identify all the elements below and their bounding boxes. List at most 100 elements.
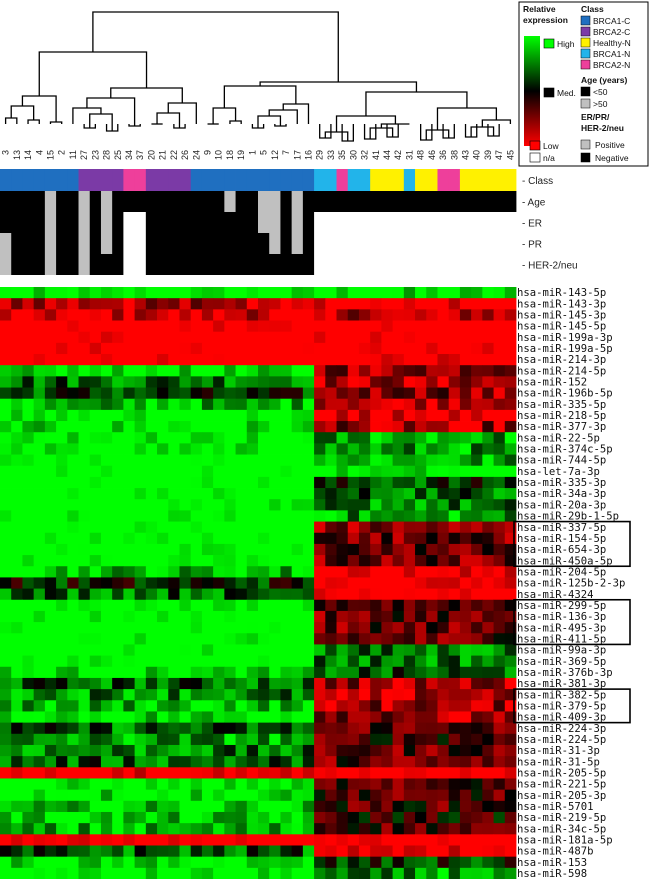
track-cell-class xyxy=(56,169,68,191)
heatmap-cell xyxy=(78,521,91,534)
heatmap-cell xyxy=(145,744,158,757)
heatmap-cell xyxy=(336,365,349,377)
heatmap-cell xyxy=(459,287,472,299)
heatmap-cell xyxy=(358,320,371,333)
heatmap-cell xyxy=(392,465,405,478)
heatmap-cell xyxy=(291,443,304,455)
heatmap-cell xyxy=(168,789,180,802)
heatmap-cell xyxy=(504,465,517,478)
heatmap-cell xyxy=(168,532,180,545)
heatmap-cell xyxy=(302,856,315,869)
heatmap-cell xyxy=(100,610,113,623)
heatmap-cell xyxy=(179,599,192,612)
heatmap-cell xyxy=(11,811,23,824)
heatmap-cell xyxy=(482,610,494,623)
heatmap-cell xyxy=(269,666,281,679)
heatmap-cell xyxy=(358,733,371,746)
heatmap-cell xyxy=(403,387,416,400)
sample-label: 40 xyxy=(472,150,482,160)
heatmap-cell xyxy=(123,376,136,388)
heatmap-cell xyxy=(448,376,461,388)
heatmap-cell xyxy=(112,722,124,735)
heatmap-cell xyxy=(224,744,236,757)
heatmap-cell xyxy=(22,778,35,791)
track-cell-age xyxy=(448,191,461,212)
heatmap-cell xyxy=(392,722,405,735)
heatmap-cell xyxy=(415,756,427,768)
track-cell-age xyxy=(89,191,102,212)
heatmap-cell xyxy=(201,767,214,779)
heatmap-cell xyxy=(504,756,517,768)
heatmap-cell xyxy=(235,398,248,411)
heatmap-cell xyxy=(44,354,57,366)
mirna-label: hsa-miR-218-5p xyxy=(517,410,606,422)
heatmap-cell xyxy=(112,733,124,746)
heatmap-cell xyxy=(33,398,46,411)
heatmap-cell xyxy=(224,823,236,835)
heatmap-cell xyxy=(145,543,158,556)
heatmap-cell xyxy=(44,856,57,869)
heatmap-cell xyxy=(11,711,23,724)
heatmap-cell xyxy=(314,287,326,299)
heatmap-cell xyxy=(246,309,259,321)
heatmap-cell xyxy=(67,834,79,846)
heatmap-cell xyxy=(336,689,349,701)
heatmap-cell xyxy=(381,823,394,835)
heatmap-cell xyxy=(168,287,180,299)
heatmap-cell xyxy=(100,454,113,467)
heatmap-cell xyxy=(201,376,214,388)
heatmap-cell xyxy=(246,800,259,813)
heatmap-cell xyxy=(246,320,259,333)
heatmap-cell xyxy=(370,789,382,802)
heatmap-cell xyxy=(201,577,214,589)
heatmap-cell xyxy=(11,700,23,712)
heatmap-cell xyxy=(269,778,281,791)
heatmap-cell xyxy=(471,331,483,344)
heatmap-cell xyxy=(179,432,192,444)
heatmap-cell xyxy=(280,610,293,623)
heatmap-cell xyxy=(0,689,12,701)
heatmap-cell xyxy=(381,834,394,846)
track-cell-er xyxy=(314,212,326,233)
heatmap-cell xyxy=(370,700,382,712)
heatmap-cell xyxy=(291,588,304,601)
heatmap-cell xyxy=(347,722,360,735)
heatmap-cell xyxy=(426,711,438,724)
heatmap-cell xyxy=(291,655,304,668)
dendrogram-link xyxy=(86,97,136,126)
heatmap-cell xyxy=(201,476,214,489)
heatmap-cell xyxy=(157,789,169,802)
track-cell-pr xyxy=(134,233,147,254)
heatmap-cell xyxy=(336,655,349,668)
track-cell-class xyxy=(168,169,180,191)
heatmap-cell xyxy=(381,700,394,712)
track-cell-class xyxy=(157,169,169,191)
heatmap-cell xyxy=(482,666,494,679)
heatmap-cell xyxy=(269,510,281,522)
heatmap-cell xyxy=(100,800,113,813)
heatmap-cell xyxy=(392,432,405,444)
heatmap-cell xyxy=(145,856,158,869)
heatmap-cell xyxy=(201,823,214,835)
heatmap-cell xyxy=(381,510,394,522)
heatmap-cell xyxy=(235,543,248,556)
heatmap-cell xyxy=(448,476,461,489)
track-cell-her2 xyxy=(280,254,293,275)
heatmap-cell xyxy=(493,309,506,321)
heatmap-cell xyxy=(134,521,147,534)
track-cell-class xyxy=(347,169,360,191)
heatmap-cell xyxy=(280,421,293,433)
heatmap-cell xyxy=(392,800,405,813)
heatmap-cell xyxy=(493,320,506,333)
heatmap-cell xyxy=(235,767,248,779)
heatmap-cell xyxy=(370,800,382,813)
heatmap-cell xyxy=(190,488,203,500)
heatmap-cell xyxy=(291,287,304,299)
heatmap-cell xyxy=(246,365,259,377)
heatmap-cell xyxy=(44,599,57,612)
heatmap-cell xyxy=(280,309,293,321)
heatmap-cell xyxy=(246,331,259,344)
heatmap-cell xyxy=(157,543,169,556)
heatmap-cell xyxy=(179,566,192,578)
dendrogram-link xyxy=(4,117,18,124)
